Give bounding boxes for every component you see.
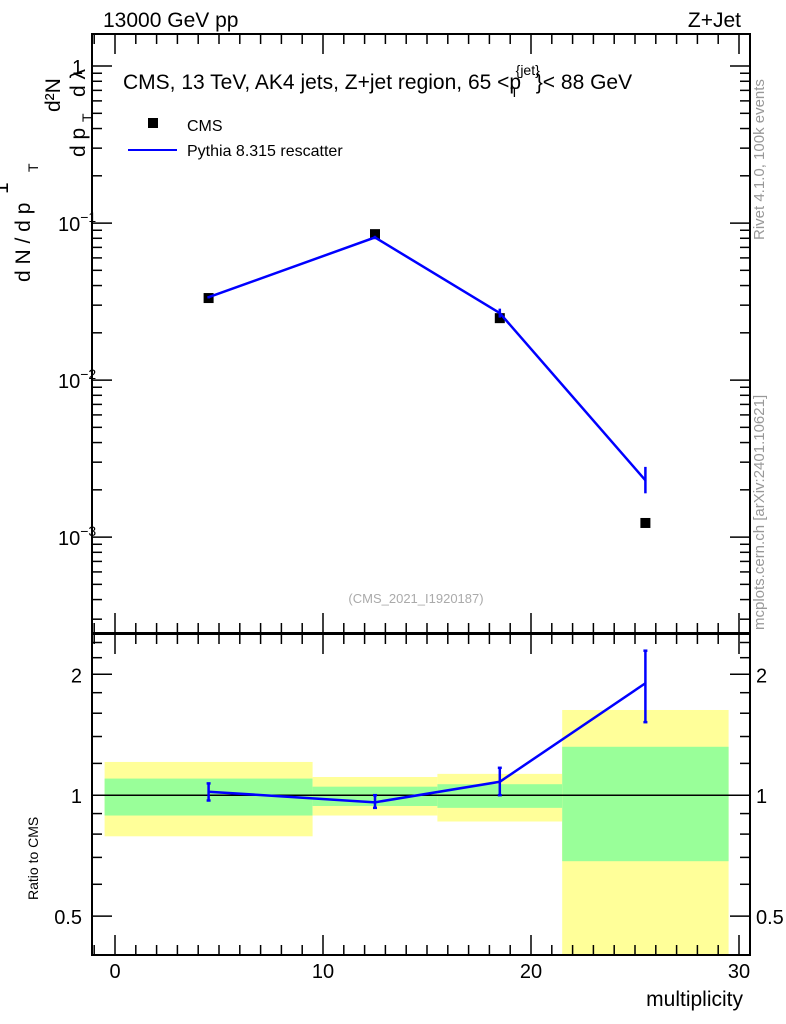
header-right: Z+Jet — [688, 9, 741, 32]
ratio-y-label: Ratio to CMS — [25, 817, 41, 900]
mcplots-label: mcplots.cern.ch [arXiv:2401.10621] — [751, 395, 768, 630]
plot-title: CMS, 13 TeV, AK4 jets, Z+jet region, 65 … — [123, 62, 632, 100]
ratio-y-tick-label-right: 0.5 — [756, 907, 784, 929]
legend-cms-marker — [148, 118, 158, 128]
rivet-label: Rivet 4.1.0, 100k events — [751, 79, 768, 240]
watermark: (CMS_2021_I1920187) — [348, 591, 483, 606]
svg-text:d p: d p — [67, 128, 90, 157]
ratio-pythia-line — [208, 682, 647, 804]
x-tick-label: 0 — [109, 961, 120, 983]
svg-text:d N / d p: d N / d p — [12, 203, 35, 282]
svg-text:1: 1 — [0, 182, 13, 194]
ratio-y-tick-label: 1 — [71, 786, 82, 808]
x-axis-label: multiplicity — [646, 988, 743, 1011]
y-tick-label: 10−2 — [58, 366, 96, 393]
legend-cms-label: CMS — [187, 118, 223, 135]
cms-data-point — [494, 313, 505, 324]
svg-text:T: T — [25, 163, 41, 172]
svg-text:T: T — [79, 113, 95, 122]
ratio-y-tick-label-right: 1 — [756, 786, 767, 808]
x-tick-label: 20 — [520, 961, 542, 983]
svg-text:d λ: d λ — [67, 68, 90, 97]
y-tick-label: 1 — [72, 57, 83, 79]
x-tick-label: 10 — [312, 961, 334, 983]
y-tick-label: 10−1 — [58, 209, 96, 236]
y-axis-label: d N / d p T 1 d p T d λ d²N — [0, 68, 95, 282]
y-tick-label: 10−3 — [58, 523, 96, 550]
ratio-y-tick-label: 2 — [71, 665, 82, 687]
cms-data-point — [370, 229, 380, 240]
legend-pythia-label: Pythia 8.315 rescatter — [187, 143, 343, 160]
ratio-y-tick-label-right: 2 — [756, 665, 767, 687]
cms-data-point — [640, 517, 651, 528]
ratio-band-green — [562, 746, 729, 862]
pythia-line — [208, 236, 647, 482]
x-tick-label: 30 — [728, 961, 750, 983]
svg-text:d²N: d²N — [42, 78, 65, 112]
header-left: 13000 GeV pp — [103, 9, 238, 32]
ratio-y-tick-label: 0.5 — [54, 907, 82, 929]
